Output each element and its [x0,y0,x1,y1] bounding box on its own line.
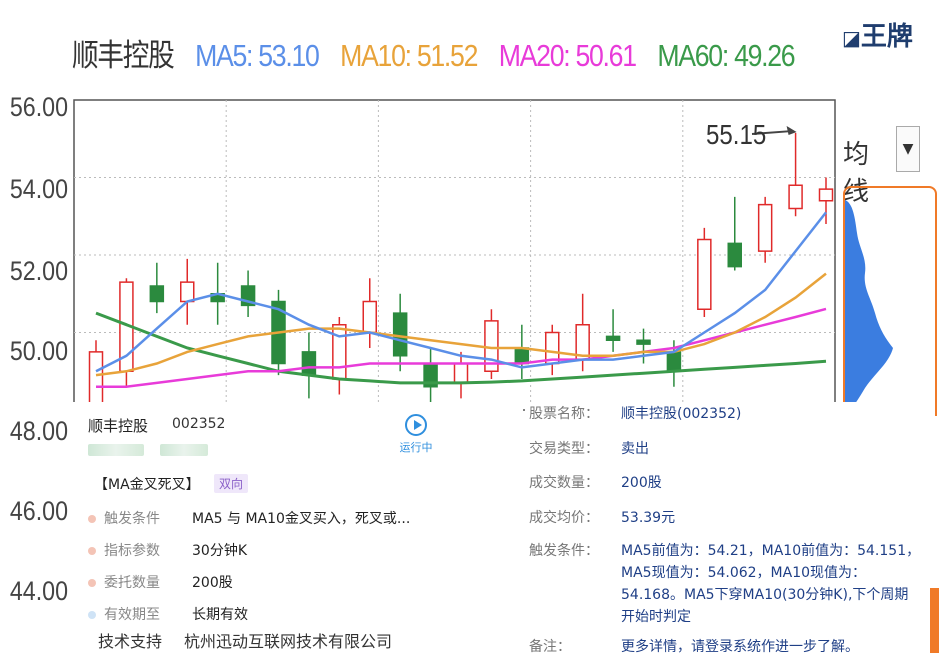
blurred-text [160,444,208,456]
bullet-icon [88,579,96,587]
run-status-button[interactable]: 运行中 [396,414,436,455]
y-tick-label: 46.00 [10,496,68,526]
accent-strip [930,588,939,653]
stock-name-title: 顺丰控股 [72,38,175,73]
candle-body [757,203,773,252]
ma20-line [96,307,827,388]
ma10-legend: MA10: 51.52 [340,38,478,73]
candle-body [788,184,803,210]
strategy-card: 顺丰控股 002352 运行中 【MA金叉死叉】 双向 触发条件 MA5 与 MA… [68,402,523,653]
candle-body [666,351,682,372]
detail-key: 股票名称： [529,406,599,422]
y-tick-label: 56.00 [10,92,68,122]
footer-key: 技术支持 [98,632,163,651]
bullet-icon [88,515,96,523]
row-key: 有效期至 [104,607,160,623]
candle-body [818,188,834,202]
row-key: 委托数量 [104,575,160,591]
volume-profile-shape [845,200,893,416]
row-value: 200股 [192,575,233,591]
candle-body [636,339,651,345]
card-row: 委托数量 200股 [88,572,233,592]
volume-profile [845,200,893,416]
detail-key: 成交均价： [529,510,599,526]
footer-value: 杭州迅动互联网技术有限公司 [184,632,393,651]
logo-mark-icon: ◪ [842,26,861,50]
detail-value: 200股 [621,475,662,491]
chart-header: 顺丰控股 MA5: 53.10 MA10: 51.52 MA20: 50.61 … [72,30,810,76]
detail-key: 交易类型： [529,441,599,457]
high-price-annotation: 55.15 [706,118,766,150]
direction-badge: 双向 [214,474,249,493]
detail-value: 更多详情，请登录系统作进一步了解。 [621,639,859,655]
ma10-line [95,272,827,377]
row-key: 指标参数 [104,543,160,559]
ma5-legend: MA5: 53.10 [195,38,320,73]
candle-body [453,362,469,384]
y-tick-label: 44.00 [10,576,68,606]
row-value: 30分钟K [192,543,247,559]
play-icon [405,414,427,436]
ma5-line [95,211,827,373]
candle-body [362,300,377,334]
candle-body [514,347,530,365]
candle-body [301,351,317,376]
strategy-title: 【MA金叉死叉】 [94,477,200,493]
annotation-arrow-head [786,125,797,135]
logo-text: 王牌 [860,22,913,52]
detail-key: 成交数量： [529,475,599,491]
run-status-label: 运行中 [399,441,433,454]
detail-value: MA5前值为：54.21，MA10前值为：54.151，MA5现值为：54.06… [621,543,921,625]
y-tick-label: 48.00 [10,416,68,446]
ma20-legend: MA20: 50.61 [498,38,637,73]
candle-body [332,324,347,380]
detail-value: 53.39元 [621,510,676,526]
card-row: 有效期至 长期有效 [88,604,248,624]
candle-body [180,281,195,303]
detail-value: 卖出 [621,441,649,457]
y-tick-label: 52.00 [10,256,68,286]
candle-body [727,242,742,268]
y-tick-label: 50.00 [10,336,68,366]
blurred-text [88,444,144,456]
row-key: 触发条件 [104,511,160,527]
tech-support-footer: 技术支持 杭州迅动互联网技术有限公司 [98,628,393,652]
candle-body [149,285,165,303]
detail-value: 顺丰控股(002352) [621,406,742,422]
card-stock-name: 顺丰控股 [88,417,149,435]
brand-logo: ◪王牌 [842,16,913,53]
ma60-line [95,311,827,385]
y-tick-label: 54.00 [10,174,68,204]
chevron-down-icon[interactable]: ▼ [896,126,920,172]
candle-body [605,335,621,341]
bullet-icon [88,547,96,555]
candle-body [697,238,712,310]
card-row: 指标参数 30分钟K [88,540,247,560]
trade-detail-card: 股票名称： 顺丰控股(002352) 交易类型： 卖出 成交数量： 200股 成交均价… [525,402,920,655]
annotation-arrow [751,129,794,135]
card-stock-code: 002352 [172,416,226,432]
bullet-icon [88,611,96,619]
card-row: 触发条件 MA5 与 MA10金叉买入，死叉或... [88,508,410,528]
detail-key: 备注： [529,639,571,655]
volume-profile-panel [843,186,937,416]
row-value: 长期有效 [192,607,248,623]
row-value: MA5 与 MA10金叉买入，死叉或... [192,511,411,527]
ma60-legend: MA60: 49.26 [657,38,795,73]
detail-key: 触发条件： [529,543,599,559]
candle-body [392,312,408,357]
